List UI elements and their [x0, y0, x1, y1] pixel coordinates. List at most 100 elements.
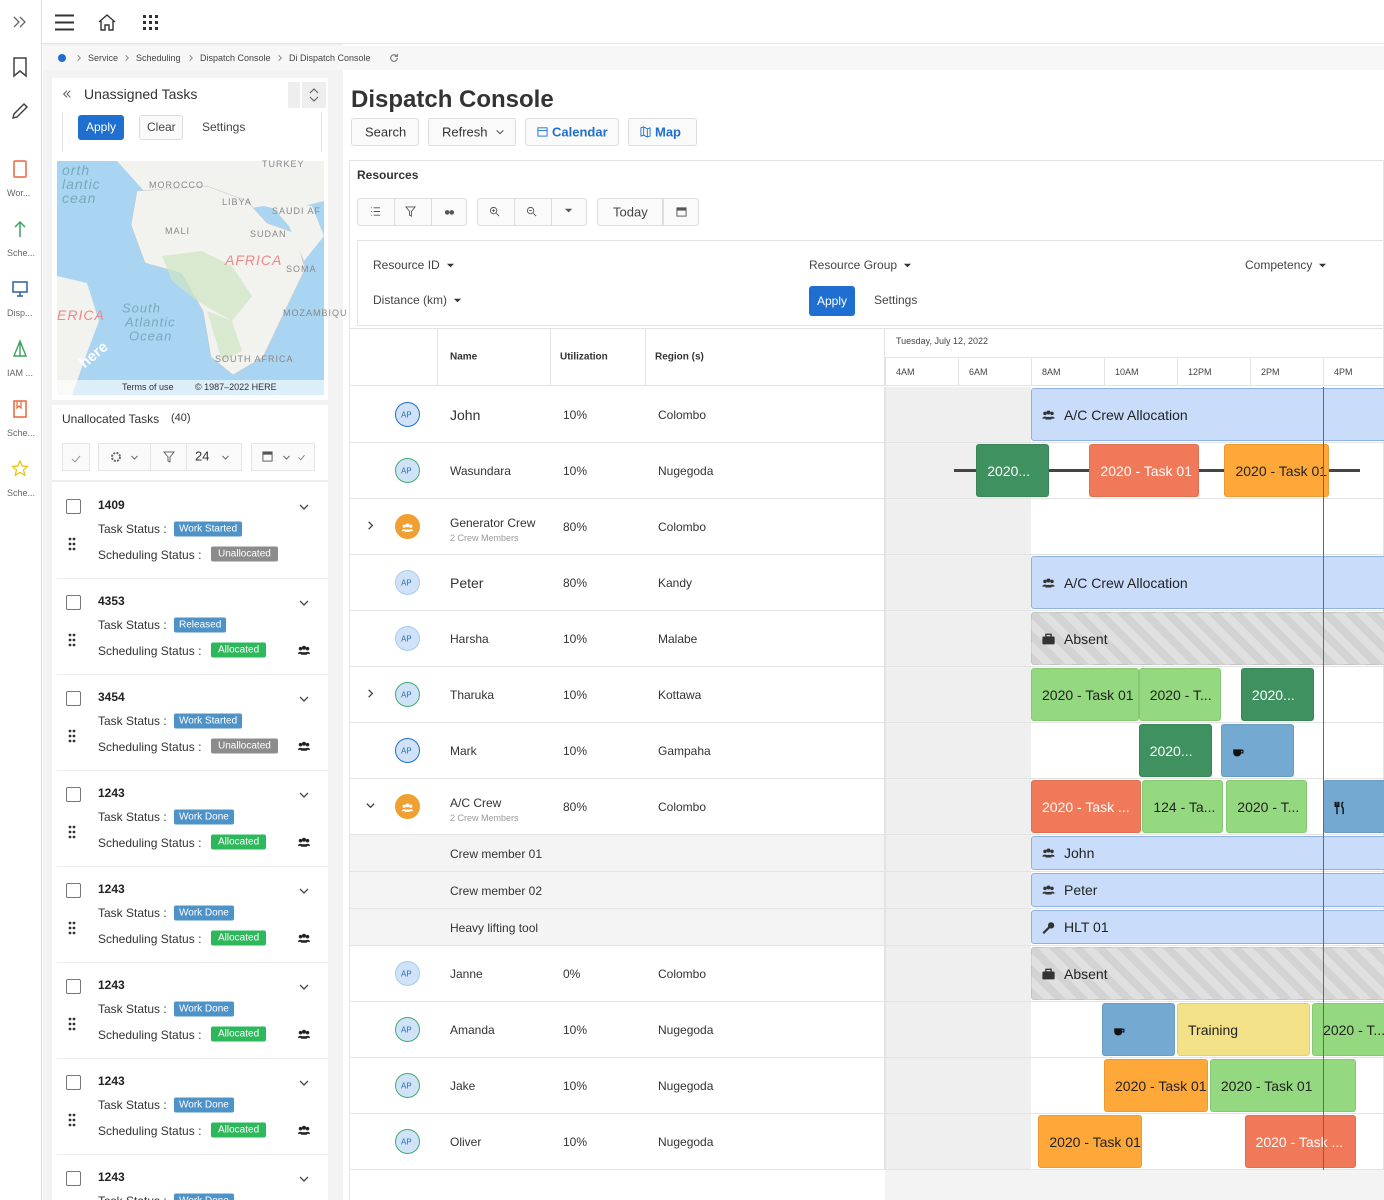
event-icon-part	[1042, 971, 1055, 979]
event[interactable]: 2020 - Task 01	[1031, 668, 1139, 721]
breadcrumb-item[interactable]: Dispatch Console	[200, 53, 271, 63]
page-size[interactable]: 24	[195, 448, 210, 464]
event[interactable]: 2020 - T...	[1226, 780, 1307, 833]
map-terms[interactable]: Terms of use	[122, 382, 174, 392]
event[interactable]: 2020 - Task 01	[1038, 1115, 1143, 1168]
event[interactable]: 2020...	[1138, 724, 1212, 777]
toolbar-button[interactable]	[351, 118, 419, 146]
view-tool[interactable]	[251, 443, 315, 471]
event[interactable]: 2020 - Task 01	[1224, 444, 1329, 497]
date-button[interactable]	[663, 198, 699, 226]
utilization: 80%	[563, 576, 588, 590]
rail-label[interactable]: Wor...	[7, 188, 31, 198]
filter-label[interactable]: Competency	[1245, 258, 1313, 272]
rail-label[interactable]: IAM ...	[7, 368, 34, 378]
rail-icon	[12, 281, 28, 297]
event[interactable]: 2020 - T...	[1138, 668, 1221, 721]
select-all[interactable]	[62, 443, 90, 471]
filter-apply[interactable]	[809, 286, 855, 316]
event[interactable]: Peter	[1031, 873, 1384, 907]
task-checkbox[interactable]	[66, 499, 81, 514]
task-checkbox[interactable]	[66, 1075, 81, 1090]
chev-part	[222, 455, 229, 460]
event-icon-part	[1050, 579, 1054, 583]
left-rail	[0, 0, 42, 1200]
scheduling-status: Allocated	[211, 834, 267, 850]
scheduling-status-label: Scheduling Status :	[98, 548, 202, 562]
utilization: 10%	[563, 744, 588, 758]
task-checkbox[interactable]	[66, 883, 81, 898]
task-checkbox[interactable]	[66, 1171, 81, 1186]
event[interactable]: 2020...	[976, 444, 1050, 497]
event[interactable]: 2020 - Task 01	[1209, 1059, 1356, 1112]
pencil-part	[11, 102, 29, 120]
avatar	[395, 626, 420, 651]
filter-label[interactable]: Distance (km)	[373, 293, 448, 307]
task-expand-part	[299, 984, 309, 990]
event[interactable]: John	[1031, 836, 1384, 870]
crew-avatar-part	[402, 524, 406, 528]
clear-button[interactable]	[139, 115, 183, 140]
event[interactable]: 2020 - Task 01	[1089, 444, 1199, 497]
event[interactable]: Absent	[1031, 947, 1384, 1000]
task-checkbox[interactable]	[66, 691, 81, 706]
event[interactable]: 124 - Ta...	[1142, 780, 1223, 833]
task-expand	[299, 600, 309, 606]
utilization: 80%	[563, 800, 588, 814]
filter-label[interactable]: Resource ID	[373, 258, 440, 272]
toolbar-button[interactable]	[525, 118, 619, 146]
event[interactable]: A/C Crew Allocation	[1031, 388, 1384, 441]
drag-handle-part	[72, 633, 76, 637]
time-tick-label: 8AM	[1042, 367, 1061, 377]
rail-label[interactable]: Sche...	[7, 248, 36, 258]
breadcrumb-item[interactable]: Di Dispatch Console	[289, 53, 371, 63]
event[interactable]: 2020 - Task ...	[1031, 780, 1141, 833]
resource-tool	[564, 208, 573, 213]
apps-part	[149, 27, 152, 30]
task-status: Released	[174, 617, 227, 633]
event[interactable]: A/C Crew Allocation	[1031, 556, 1384, 609]
event[interactable]: 2020 - Task ...	[1244, 1115, 1356, 1168]
map-icon-part	[640, 126, 651, 138]
settings-link[interactable]: Settings	[202, 120, 246, 134]
resource-tool-part	[564, 208, 573, 213]
event[interactable]: 2020 - Task 01	[1104, 1059, 1209, 1112]
event[interactable]: Training	[1177, 1003, 1311, 1056]
filter-settings[interactable]: Settings	[874, 293, 918, 307]
map-label: Ocean	[129, 328, 173, 344]
today-button[interactable]	[597, 198, 663, 226]
grid-header	[350, 328, 1384, 386]
event[interactable]	[1220, 724, 1294, 777]
event[interactable]	[1102, 1003, 1176, 1056]
rail-label[interactable]: Sche...	[7, 428, 36, 438]
event[interactable]: 2020...	[1240, 668, 1314, 721]
event[interactable]: 2020 - T...	[1312, 1003, 1384, 1056]
apps-part	[143, 21, 146, 24]
rail-label[interactable]: Sche...	[7, 488, 36, 498]
crew-icon-part	[305, 838, 310, 843]
task-checkbox[interactable]	[66, 595, 81, 610]
crew-avatar	[401, 523, 414, 532]
time-tick	[885, 358, 886, 386]
task-status-label: Task Status :	[98, 1194, 167, 1200]
map-label: MOZAMBIQU	[283, 308, 348, 318]
column-divider	[884, 328, 885, 386]
filter-label[interactable]: Resource Group	[809, 258, 898, 272]
breadcrumb-item[interactable]: Scheduling	[136, 53, 181, 63]
resource-name: Crew member 02	[450, 883, 543, 898]
row-expand-part	[366, 803, 375, 809]
toolbar-button[interactable]	[628, 118, 697, 146]
event[interactable]: HLT 01	[1031, 910, 1384, 944]
breadcrumb-sep-part	[125, 55, 129, 61]
event-icon-part	[1046, 409, 1051, 415]
task-checkbox[interactable]	[66, 979, 81, 994]
event[interactable]: Absent	[1031, 612, 1384, 665]
breadcrumb-item[interactable]: Service	[88, 53, 119, 63]
task-status-label: Task Status :	[98, 906, 167, 920]
task-checkbox[interactable]	[66, 787, 81, 802]
resources-title: Resources	[357, 168, 419, 182]
apply-button[interactable]	[78, 115, 124, 140]
time-tick-label: 4PM	[1334, 367, 1353, 377]
event[interactable]	[1323, 780, 1384, 833]
rail-label[interactable]: Disp...	[7, 308, 33, 318]
